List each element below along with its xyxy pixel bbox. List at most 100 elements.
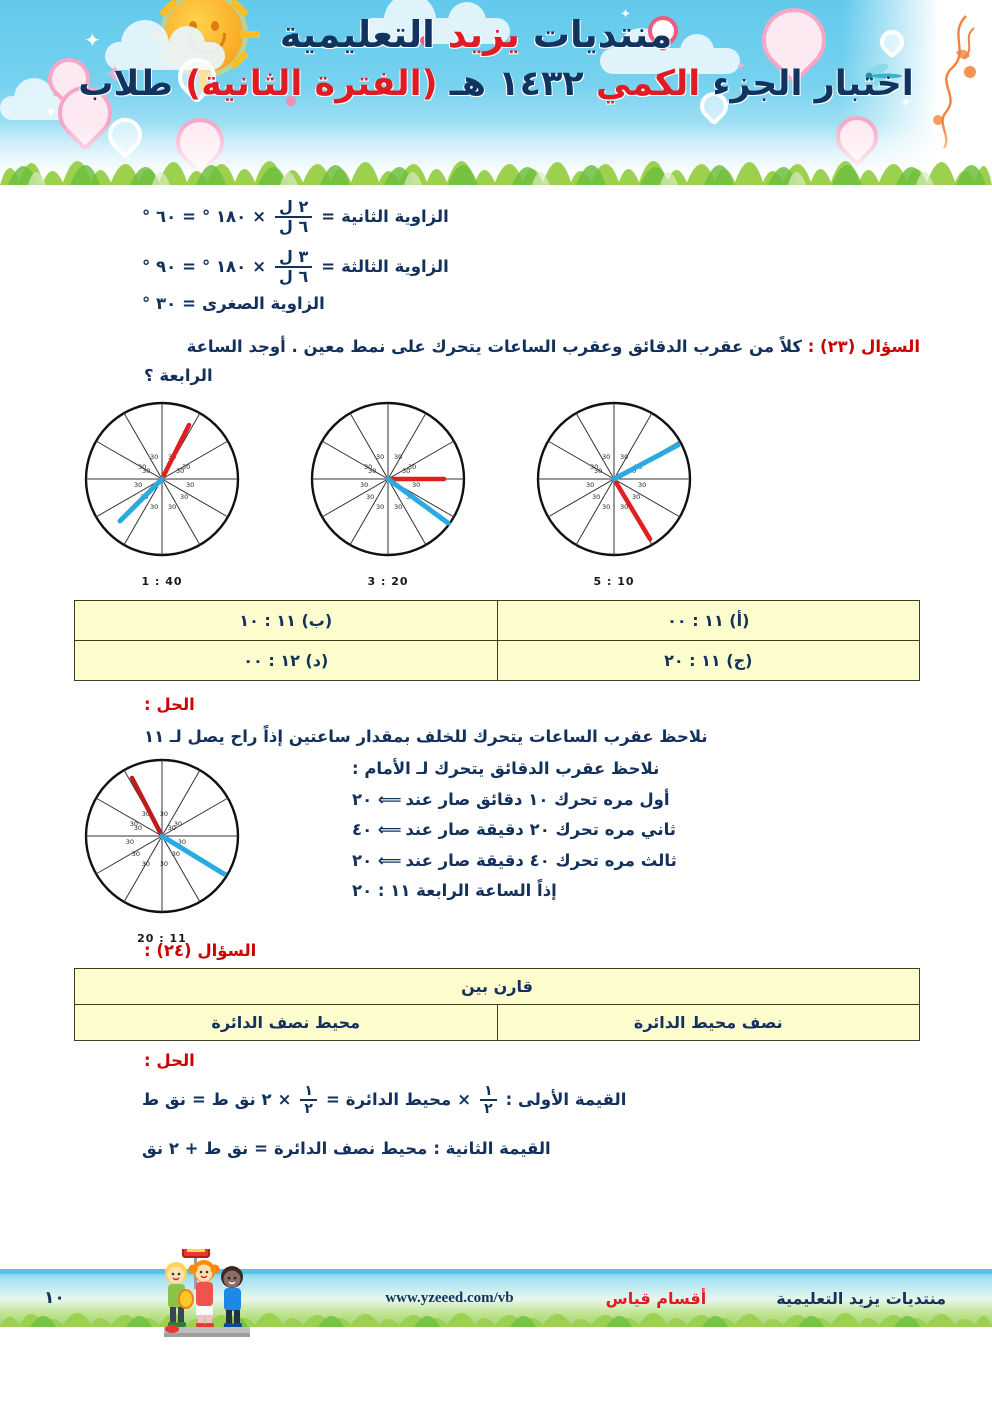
page-number: ١٠ bbox=[44, 1288, 65, 1308]
svg-text:30: 30 bbox=[376, 453, 384, 461]
footer-section-name: أقسام قياس bbox=[605, 1288, 707, 1308]
option-a-key: (أ) bbox=[729, 610, 750, 630]
footer-site-name: منتديات يزيد التعليمية bbox=[776, 1288, 946, 1308]
equation-angle-three: الزاوية الثالثة = ٣ ل ٦ ل × ١٨٠ ° = ٩٠ ° bbox=[72, 241, 920, 291]
svg-text:30: 30 bbox=[620, 453, 628, 461]
cloud-decoration bbox=[600, 28, 740, 74]
svg-text:30: 30 bbox=[172, 850, 180, 858]
svg-text:30: 30 bbox=[412, 481, 420, 489]
svg-text:30: 30 bbox=[178, 838, 186, 846]
solution-step-3: ثالث مره تحرك ٤٠ دقيقة صار عند ⟸ ٢٠ bbox=[352, 846, 920, 877]
angle3-numerator: ٣ ل bbox=[279, 247, 309, 266]
value2-prefix: القيمة الثانية : bbox=[433, 1139, 551, 1159]
solution-step-2: ثاني مره تحرك ٢٠ دقيقة صار عند ⟸ ٤٠ bbox=[352, 815, 920, 846]
question-24-label: السؤال (٢٤) : bbox=[144, 941, 257, 961]
question-23-label: السؤال (٢٣) : bbox=[807, 337, 920, 357]
solution-23-line2: نلاحظ عقرب الدقائق يتحرك لـ الأمام : bbox=[352, 759, 660, 779]
solution-24-value2: القيمة الثانية : محيط نصف الدائرة = نق ط… bbox=[72, 1122, 920, 1164]
clock-caption: 5 : 10 bbox=[593, 574, 635, 588]
smallest-result: ٣٠ ° bbox=[142, 294, 177, 313]
table-row: (أ) ١١ : ٠٠ (ب) ١١ : ١٠ bbox=[74, 599, 920, 641]
option-cell-a[interactable]: (أ) ١١ : ٠٠ bbox=[496, 599, 920, 641]
document-content: الزاوية الثانية = ٢ ل ٦ ل × ١٨٠ ° = ٦٠ °… bbox=[0, 185, 992, 1165]
option-b-value: ١١ : ١٠ bbox=[239, 610, 296, 630]
value2-equals: = bbox=[254, 1139, 268, 1159]
equation-angle-two: الزاوية الثانية = ٢ ل ٦ ل × ١٨٠ ° = ٦٠ ° bbox=[72, 191, 920, 241]
solution-step-1: أول مره تحرك ١٠ دقائق صار عند ⟸ ٢٠ bbox=[352, 785, 920, 816]
solution-24-label: الحل : bbox=[144, 1051, 195, 1071]
step-3-arrow: ⟸ bbox=[377, 850, 402, 870]
svg-text:30: 30 bbox=[376, 503, 384, 511]
svg-text:30: 30 bbox=[364, 463, 372, 471]
question-23-text-line2: الرابعة ؟ bbox=[144, 366, 213, 386]
svg-text:30: 30 bbox=[408, 463, 416, 471]
compare-table-header: قارن بين bbox=[74, 968, 920, 1006]
angle2-numerator: ٢ ل bbox=[279, 197, 309, 216]
value1-fraction-2: ١ ٢ bbox=[300, 1084, 317, 1116]
svg-text:30: 30 bbox=[620, 503, 628, 511]
equation-smallest-angle: الزاوية الصغرى = ٣٠ ° bbox=[72, 291, 920, 319]
svg-text:30: 30 bbox=[134, 481, 142, 489]
option-cell-b[interactable]: (ب) ١١ : ١٠ bbox=[74, 599, 498, 641]
option-c-key: (ج) bbox=[726, 650, 753, 670]
option-c-value: ١١ : ٢٠ bbox=[664, 650, 721, 670]
header-banner: ✦ ✦ ✦ ✦ ✦ ✦ bbox=[0, 0, 992, 185]
value1-frac1-num: ١ bbox=[484, 1083, 493, 1100]
step-1-arrow: ⟸ bbox=[377, 789, 402, 809]
value1-fraction-1: ١ ٢ bbox=[480, 1084, 497, 1116]
table-row: قارن بين bbox=[74, 968, 920, 1006]
svg-text:30: 30 bbox=[142, 810, 150, 818]
svg-text:30: 30 bbox=[186, 481, 194, 489]
clock-caption: 1 : 40 bbox=[141, 574, 183, 588]
solution-24-value1: القيمة الأولى : ١ ٢ × محيط الدائرة = ١ ٢… bbox=[72, 1070, 920, 1122]
svg-text:30: 30 bbox=[142, 467, 150, 475]
value1-frac1-den: ٢ bbox=[480, 1099, 497, 1116]
value1-term: محيط الدائرة bbox=[345, 1090, 452, 1110]
step-1-value: ٢٠ bbox=[352, 789, 373, 809]
svg-text:30: 30 bbox=[150, 503, 158, 511]
angle2-equals: = bbox=[321, 206, 336, 226]
footer-top-line bbox=[0, 1269, 992, 1274]
angle3-180: ١٨٠ ° bbox=[201, 256, 247, 276]
value1-equals2: = bbox=[191, 1090, 206, 1110]
footer-url[interactable]: www.yzeeed.com/vb bbox=[385, 1289, 514, 1306]
svg-text:30: 30 bbox=[594, 467, 602, 475]
value1-frac2-num: ١ bbox=[304, 1083, 313, 1100]
angle2-label: الزاوية الثانية bbox=[341, 206, 449, 226]
svg-text:30: 30 bbox=[592, 493, 600, 501]
angle2-fraction: ٢ ل ٦ ل bbox=[275, 197, 313, 235]
question-23-text-line2-row: الرابعة ؟ bbox=[72, 362, 920, 391]
option-cell-c[interactable]: (ج) ١١ : ٢٠ bbox=[496, 639, 920, 681]
step-2-value: ٤٠ bbox=[352, 820, 373, 840]
angle3-equals: = bbox=[321, 256, 336, 276]
value2-term: محيط نصف الدائرة bbox=[273, 1139, 428, 1159]
angle2-times: × bbox=[252, 206, 267, 226]
svg-text:30: 30 bbox=[360, 481, 368, 489]
option-b-key: (ب) bbox=[301, 610, 333, 630]
value1-equals: = bbox=[325, 1090, 340, 1110]
svg-text:30: 30 bbox=[176, 467, 184, 475]
svg-text:30: 30 bbox=[180, 493, 188, 501]
value2-result: نق ط + ٢ نق bbox=[142, 1139, 249, 1159]
step-2-text: ثاني مره تحرك ٢٠ دقيقة صار عند bbox=[405, 820, 676, 840]
svg-text:30: 30 bbox=[602, 453, 610, 461]
svg-text:30: 30 bbox=[394, 453, 402, 461]
solution-clock-diagram: 30 30 30 30 30 30 30 30 30 30 30 30 11 : 20 bbox=[72, 754, 252, 945]
svg-text:30: 30 bbox=[586, 481, 594, 489]
compare-col-right: نصف محيط الدائرة bbox=[496, 1004, 920, 1042]
angle3-equals2: = bbox=[182, 256, 196, 276]
svg-text:30: 30 bbox=[138, 463, 146, 471]
svg-text:30: 30 bbox=[394, 503, 402, 511]
solution-23-label: الحل : bbox=[144, 694, 195, 714]
option-cell-d[interactable]: (د) ١٢ : ٠٠ bbox=[74, 639, 498, 681]
table-row: (ج) ١١ : ٢٠ (د) ١٢ : ٠٠ bbox=[74, 639, 920, 681]
step-2-arrow: ⟸ bbox=[377, 820, 402, 840]
svg-text:30: 30 bbox=[132, 850, 140, 858]
option-a-value: ١١ : ٠٠ bbox=[667, 610, 724, 630]
answer-options-table: (أ) ١١ : ٠٠ (ب) ١١ : ١٠ (ج) ١١ : ٢٠ (د) … bbox=[74, 599, 920, 681]
document-page: الزاوية الثانية = ٢ ل ٦ ل × ١٨٠ ° = ٦٠ °… bbox=[0, 185, 992, 1165]
svg-text:30: 30 bbox=[168, 824, 176, 832]
